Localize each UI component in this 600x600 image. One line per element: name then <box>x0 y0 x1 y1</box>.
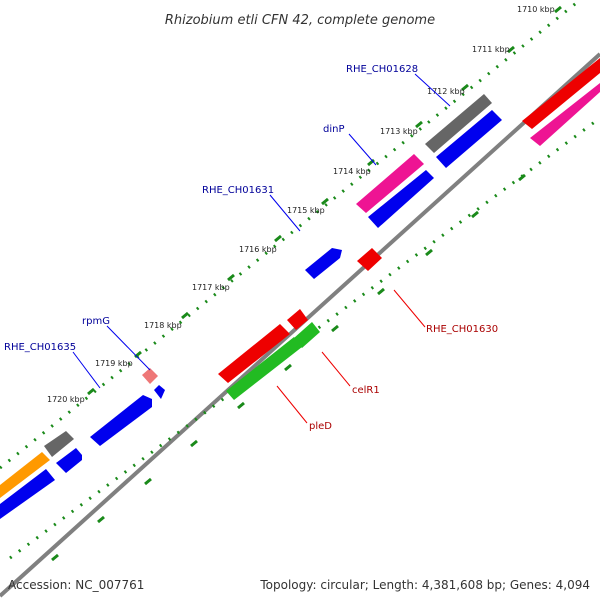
forward-strand-genes <box>0 58 600 519</box>
tick-label: 1712 kbp <box>427 87 465 96</box>
gene-arrow[interactable] <box>530 83 600 146</box>
tick-label: 1719 kbp <box>95 359 133 368</box>
gene-label-rhe-ch01630[interactable]: RHE_CH01630 <box>426 324 498 335</box>
gene-arrow[interactable] <box>226 337 302 400</box>
gene-label-dinp[interactable]: dinP <box>323 124 345 135</box>
gene-label-celr1[interactable]: celR1 <box>352 385 380 396</box>
gene-label-rpmg[interactable]: rpmG <box>82 316 110 327</box>
tick-label: 1717 kbp <box>192 283 230 292</box>
genome-title: Rhizobium etli CFN 42, complete genome <box>165 13 435 28</box>
gene-arrow[interactable] <box>0 452 50 498</box>
gene-arrow-rhe-ch01628[interactable] <box>425 94 492 153</box>
upper-scale-track <box>0 0 581 470</box>
gene-arrow[interactable] <box>154 385 165 399</box>
tick-marks <box>51 5 562 562</box>
gene-arrow-rpmg[interactable] <box>142 368 158 384</box>
topology-info: Topology: circular; Length: 4,381,608 bp… <box>260 578 590 592</box>
gene-label-rhe-ch01628[interactable]: RHE_CH01628 <box>346 64 418 75</box>
tick-label: 1718 kbp <box>144 321 182 330</box>
gene-arrow[interactable] <box>0 469 55 519</box>
tick-label: 1714 kbp <box>333 167 371 176</box>
tick-label: 1716 kbp <box>239 245 277 254</box>
reverse-strand-genes <box>218 248 382 400</box>
tick-label: 1720 kbp <box>47 395 85 404</box>
gene-arrow[interactable] <box>294 322 320 348</box>
gene-label-rhe-ch01635[interactable]: RHE_CH01635 <box>4 342 76 353</box>
gene-arrow[interactable] <box>56 448 82 473</box>
gene-arrow[interactable] <box>368 170 434 228</box>
tick-label: 1711 kbp <box>472 45 510 54</box>
gene-arrow-pled[interactable] <box>218 324 290 383</box>
gene-label-rhe-ch01631[interactable]: RHE_CH01631 <box>202 185 274 196</box>
gene-label-pled[interactable]: pleD <box>309 421 332 432</box>
gene-arrow-dinp[interactable] <box>356 154 424 213</box>
gene-arrow-rhe-ch01631[interactable] <box>305 248 342 279</box>
gene-arrow[interactable] <box>44 431 74 457</box>
accession-label: Accession: NC_007761 <box>8 578 145 592</box>
gene-arrow-celr1[interactable] <box>287 309 308 330</box>
lower-scale-track <box>9 116 600 560</box>
gene-arrow-rhe-ch01630[interactable] <box>357 248 382 271</box>
gene-arrow[interactable] <box>436 110 502 168</box>
tick-label: 1710 kbp <box>517 5 555 14</box>
tick-label: 1715 kbp <box>287 206 325 215</box>
gene-arrow[interactable] <box>522 58 600 129</box>
gene-arrow-rhe-ch01635[interactable] <box>90 395 152 446</box>
label-leaders <box>72 73 451 424</box>
tick-label: 1713 kbp <box>380 127 418 136</box>
